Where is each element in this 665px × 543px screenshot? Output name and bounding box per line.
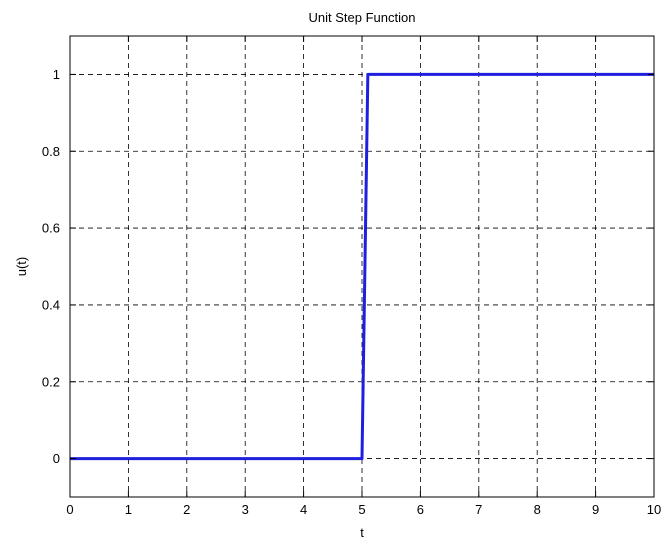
x-tick-label: 2 (183, 502, 190, 517)
y-tick-label: 0.8 (42, 144, 60, 159)
x-axis-label: t (360, 525, 364, 540)
y-tick-label: 1 (53, 67, 60, 82)
x-tick-label: 3 (242, 502, 249, 517)
series-layer (70, 72, 654, 461)
x-tick-label: 1 (125, 502, 132, 517)
ticks: 0 1 2 3 4 5 6 7 8 9 10 0 0.2 0.4 0.6 0.8 1 (42, 36, 661, 517)
x-tick-label: 0 (66, 502, 73, 517)
x-tick-label: 6 (417, 502, 424, 517)
x-tick-label: 9 (592, 502, 599, 517)
x-tick-label: 8 (534, 502, 541, 517)
y-tick-label: 0.2 (42, 374, 60, 389)
x-tick-label: 5 (358, 502, 365, 517)
y-axis-label: u(t) (14, 257, 29, 277)
x-tick-label: 10 (647, 502, 661, 517)
y-tick-label: 0.6 (42, 221, 60, 236)
y-tick-label: 0 (53, 451, 60, 466)
x-tick-label: 4 (300, 502, 307, 517)
x-tick-label: 7 (475, 502, 482, 517)
series-line (70, 72, 654, 461)
chart-title: Unit Step Function (309, 10, 416, 25)
y-tick-label: 0.4 (42, 297, 60, 312)
